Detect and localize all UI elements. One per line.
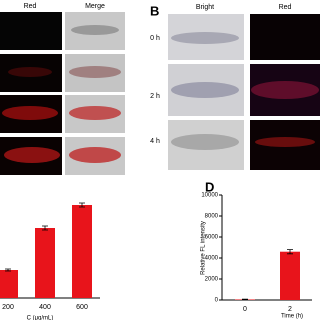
fish-signal: [4, 147, 60, 163]
fish-signal: [251, 81, 319, 99]
error-bar: [42, 225, 48, 231]
y-tick-label: 2000: [205, 277, 219, 283]
panel-label: B: [150, 3, 159, 18]
column-header: Red: [24, 3, 37, 10]
row-label: 0 h: [150, 35, 160, 42]
y-tick-label: 0: [215, 298, 219, 304]
fish: [69, 147, 121, 163]
x-tick-label: 2: [288, 306, 292, 313]
fish: [69, 106, 121, 120]
error-bar: [79, 202, 85, 208]
y-tick-label: 8000: [205, 214, 219, 220]
bar: [72, 205, 92, 298]
fish: [171, 32, 239, 44]
row-label: 2 h: [150, 93, 160, 100]
bar: [0, 270, 18, 298]
x-tick-label: 600: [76, 304, 88, 311]
x-tick-label: 0: [243, 306, 247, 313]
x-axis-label: Time (h): [281, 314, 303, 320]
image: [250, 14, 320, 60]
column-header: Merge: [85, 3, 105, 10]
x-tick-label: 400: [39, 304, 51, 311]
y-axis-label: Relative FL intensity: [201, 221, 207, 275]
fish: [71, 25, 119, 35]
panel-label: D: [205, 179, 214, 194]
fish-signal: [8, 67, 52, 77]
column-header: Red: [279, 4, 292, 11]
row-label: 4 h: [150, 138, 160, 145]
error-bar: [242, 298, 248, 301]
error-bar: [287, 249, 293, 255]
bar: [35, 228, 55, 298]
image: [0, 12, 62, 50]
fish: [171, 82, 239, 98]
fish: [171, 134, 239, 150]
fish-signal: [255, 137, 315, 147]
panel-a: Red Merge: [0, 3, 125, 175]
panel-b: B Bright Red 0 h 2 h 4 h: [150, 3, 320, 170]
y-tick-label: 10000: [201, 193, 218, 199]
bar: [280, 251, 300, 300]
y-tick-label: 4000: [205, 256, 219, 262]
fish: [69, 66, 121, 78]
x-axis-label: C (μg/mL): [27, 316, 54, 320]
column-header: Bright: [196, 4, 214, 11]
y-tick-label: 6000: [205, 235, 219, 241]
error-bar: [5, 268, 11, 272]
x-tick-label: 200: [2, 304, 14, 311]
fish-signal: [2, 106, 58, 120]
